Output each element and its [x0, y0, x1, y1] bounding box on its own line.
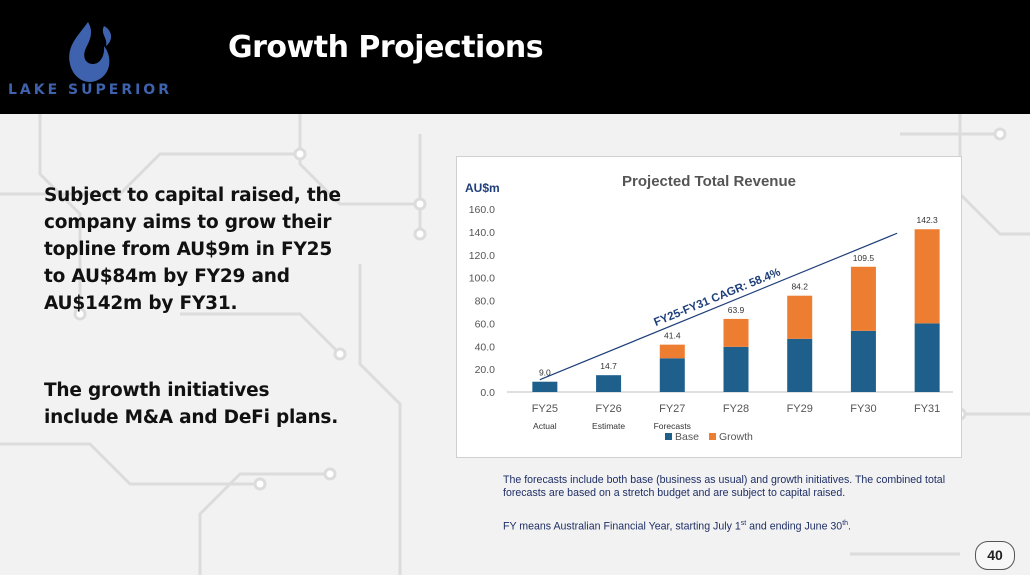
x-tick-label: FY27	[659, 403, 685, 415]
cagr-annotation: FY25-FY31 CAGR: 58.4%	[652, 266, 782, 328]
y-tick-label: 80.0	[475, 296, 496, 308]
bar-growth-fy29	[787, 295, 813, 339]
bar-base-fy31	[914, 323, 940, 392]
legend-label-growth: Growth	[719, 431, 753, 443]
legend-label-base: Base	[675, 431, 699, 443]
y-tick-label: 120.0	[469, 250, 495, 262]
cagr-trend-line	[539, 232, 898, 381]
y-tick-label: 160.0	[469, 204, 495, 216]
chart-canvas: Projected Total Revenue AU$m 0.0 20.0 40.0…	[465, 173, 953, 443]
bar-total-label: 142.3	[917, 215, 939, 225]
footnote-fy-text-mid: and ending June 30	[746, 520, 843, 533]
brand-name: LAKE SUPERIOR	[8, 82, 172, 98]
x-tick-label: FY29	[787, 403, 813, 415]
y-tick-label: 140.0	[469, 227, 495, 239]
growth-initiatives-text: The growth initiatives include M&A and D…	[44, 380, 339, 428]
revenue-chart: Projected Total Revenue AU$m 0.0 20.0 40.0…	[456, 156, 962, 458]
bar-growth-fy31	[914, 229, 940, 324]
x-tick-label: FY26	[595, 403, 621, 415]
y-tick-label: 0.0	[480, 387, 495, 399]
footnote-fy-text-start: FY means Australian Financial Year, star…	[503, 520, 741, 533]
y-tick-label: 100.0	[469, 273, 495, 285]
circuit-background	[0, 114, 1030, 575]
footnote-fy-superscript-th: th	[842, 520, 849, 527]
footnote-fy-text-end: .	[848, 520, 851, 533]
bar-base-fy29	[787, 338, 813, 392]
footnote-forecasts: The forecasts include both base (busines…	[503, 474, 946, 499]
x-tick-label: FY30	[850, 403, 876, 415]
x-sublabel: Actual	[533, 421, 557, 431]
x-tick-label: FY28	[723, 403, 749, 415]
x-sublabel: Estimate	[592, 421, 625, 431]
footnote-fy-definition: FY means Australian Financial Year, star…	[503, 517, 973, 534]
footnote-fy-superscript-st: st	[740, 520, 747, 527]
legend-swatch-growth	[709, 433, 716, 440]
bar-total-label: 84.2	[791, 282, 808, 292]
bar-growth-fy28	[723, 318, 749, 347]
bar-growth-fy27	[659, 344, 685, 359]
header-bar: LAKE SUPERIOR Growth Projections	[0, 0, 1030, 114]
legend-swatch-base	[665, 433, 672, 440]
page-title: Growth Projections	[228, 30, 544, 65]
bar-base-fy26	[596, 375, 622, 392]
flame-drop-icon	[69, 22, 112, 83]
x-tick-label: FY31	[914, 403, 940, 415]
page-number: 40	[975, 541, 1015, 570]
bar-total-label: 63.9	[728, 305, 745, 315]
lead-paragraph: Subject to capital raised, the company a…	[44, 185, 341, 314]
bar-base-fy25	[532, 381, 558, 392]
bar-base-fy30	[850, 330, 876, 392]
x-sublabel: Forecasts	[654, 421, 691, 431]
y-tick-label: 40.0	[475, 341, 496, 353]
chart-title: Projected Total Revenue	[622, 173, 796, 190]
bar-total-label: 14.7	[600, 361, 617, 371]
bar-base-fy27	[659, 358, 685, 392]
bar-total-label: 9.0	[539, 368, 551, 378]
chart-y-label: AU$m	[465, 181, 500, 195]
y-tick-label: 20.0	[475, 364, 496, 376]
bar-total-label: 109.5	[853, 253, 875, 263]
bar-growth-fy30	[850, 266, 876, 331]
x-tick-label: FY25	[532, 403, 558, 415]
y-tick-label: 60.0	[475, 318, 496, 330]
bar-base-fy28	[723, 346, 749, 392]
bar-total-label: 41.4	[664, 331, 681, 341]
